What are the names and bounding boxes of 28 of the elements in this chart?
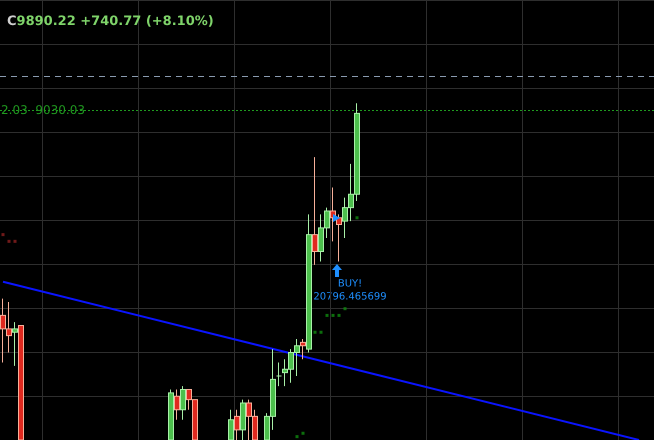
candlestick (306, 214, 312, 353)
candlestick (336, 214, 342, 262)
candlestick (174, 388, 180, 420)
point (296, 435, 298, 438)
candlestick (276, 362, 282, 387)
annotation: 20796.465699 (313, 292, 387, 302)
chart-title: C9890.22 +740.77 (+8.10%) (7, 14, 214, 29)
point (356, 216, 358, 220)
point (326, 314, 328, 317)
candlestick (18, 325, 24, 440)
point (314, 330, 316, 334)
candlestick (12, 322, 18, 366)
candlestick (180, 386, 186, 420)
point (338, 314, 340, 317)
point (2, 233, 4, 236)
point (332, 314, 334, 317)
candlestick (300, 338, 306, 360)
point (8, 240, 10, 243)
point (320, 330, 322, 334)
candlestick (234, 409, 240, 440)
candlestick (168, 388, 174, 440)
point (344, 307, 346, 310)
point (302, 432, 304, 435)
candlestick (228, 409, 234, 440)
candlestick (240, 399, 246, 440)
point (14, 240, 16, 243)
annotation: BUY! (338, 278, 362, 290)
candlestick (312, 156, 318, 266)
